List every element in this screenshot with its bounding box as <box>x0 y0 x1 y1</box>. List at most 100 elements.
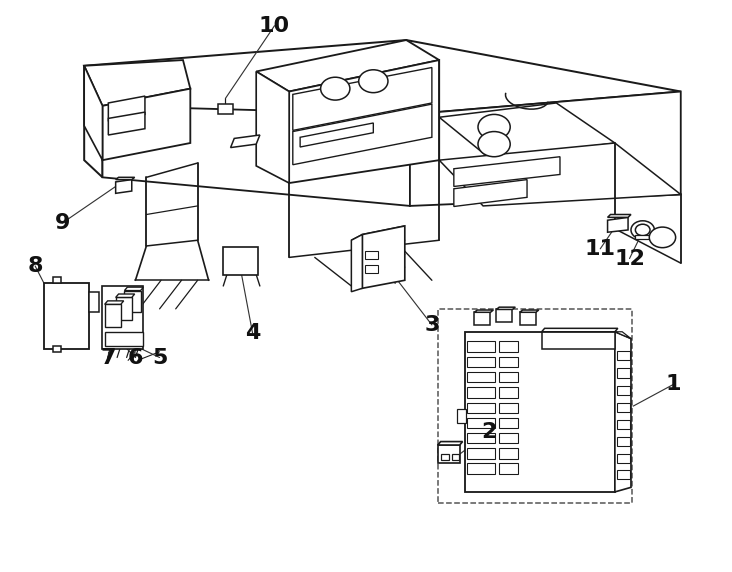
Text: 10: 10 <box>259 16 290 35</box>
Text: 4: 4 <box>244 323 261 343</box>
Circle shape <box>478 114 510 140</box>
Polygon shape <box>542 332 615 349</box>
Polygon shape <box>89 292 99 312</box>
Bar <box>467 372 495 382</box>
Polygon shape <box>608 217 628 232</box>
Bar <box>218 104 233 114</box>
Polygon shape <box>84 60 190 106</box>
Polygon shape <box>105 332 143 346</box>
Circle shape <box>359 70 388 93</box>
Polygon shape <box>102 89 190 160</box>
Bar <box>499 387 518 398</box>
Polygon shape <box>362 226 405 288</box>
Circle shape <box>635 224 650 236</box>
Polygon shape <box>454 157 560 186</box>
Bar <box>617 437 630 446</box>
Polygon shape <box>102 286 143 349</box>
Text: 11: 11 <box>585 239 616 259</box>
Polygon shape <box>105 304 121 327</box>
Circle shape <box>321 77 350 100</box>
Polygon shape <box>615 332 631 339</box>
Polygon shape <box>108 112 145 135</box>
Bar <box>499 433 518 443</box>
Polygon shape <box>293 67 432 130</box>
Text: 1: 1 <box>665 375 681 394</box>
Bar <box>499 403 518 413</box>
Polygon shape <box>496 307 515 309</box>
Text: 9: 9 <box>54 213 70 233</box>
Polygon shape <box>410 92 681 206</box>
Bar <box>499 372 518 382</box>
Bar <box>458 409 466 423</box>
Bar <box>441 454 449 460</box>
Polygon shape <box>108 96 145 121</box>
Polygon shape <box>465 332 615 492</box>
Circle shape <box>649 227 676 248</box>
Bar <box>499 463 518 474</box>
Bar <box>617 470 630 479</box>
Bar <box>617 386 630 395</box>
Polygon shape <box>615 332 631 492</box>
Polygon shape <box>256 72 289 183</box>
Text: 8: 8 <box>27 256 43 276</box>
Bar <box>467 387 495 398</box>
Polygon shape <box>116 180 132 193</box>
Polygon shape <box>84 66 102 160</box>
Text: 3: 3 <box>424 315 440 335</box>
Polygon shape <box>124 287 143 291</box>
Bar <box>617 368 630 378</box>
Polygon shape <box>351 235 362 292</box>
Bar <box>365 265 378 273</box>
Text: 2: 2 <box>481 422 497 442</box>
Bar <box>467 463 495 474</box>
Circle shape <box>631 221 654 239</box>
Bar <box>438 309 632 503</box>
Polygon shape <box>520 310 539 312</box>
Bar <box>499 357 518 367</box>
Text: 5: 5 <box>152 348 168 367</box>
Polygon shape <box>300 123 373 147</box>
Bar <box>617 403 630 412</box>
Polygon shape <box>608 214 631 217</box>
Polygon shape <box>293 104 432 165</box>
Polygon shape <box>439 143 681 206</box>
Polygon shape <box>231 135 260 148</box>
Polygon shape <box>289 60 439 183</box>
Bar <box>499 448 518 459</box>
Polygon shape <box>351 226 405 240</box>
Polygon shape <box>102 106 410 206</box>
Polygon shape <box>438 445 460 463</box>
Polygon shape <box>438 442 463 445</box>
Polygon shape <box>474 310 493 312</box>
Bar <box>467 433 495 443</box>
Polygon shape <box>496 309 512 322</box>
Bar <box>467 403 495 413</box>
Bar <box>499 418 518 428</box>
Polygon shape <box>256 40 439 92</box>
Bar <box>467 341 495 352</box>
Text: 12: 12 <box>614 249 645 268</box>
Text: 6: 6 <box>127 348 143 367</box>
Polygon shape <box>124 291 141 312</box>
Polygon shape <box>439 103 615 159</box>
Polygon shape <box>105 301 124 304</box>
Polygon shape <box>454 180 527 206</box>
Polygon shape <box>84 40 681 120</box>
Bar <box>617 454 630 463</box>
Bar <box>365 251 378 259</box>
Polygon shape <box>84 66 102 177</box>
Bar <box>467 418 495 428</box>
Bar <box>467 448 495 459</box>
Text: 7: 7 <box>100 348 116 367</box>
Bar <box>617 420 630 429</box>
Bar <box>53 277 61 283</box>
Bar <box>223 247 258 275</box>
Polygon shape <box>116 177 135 180</box>
Bar <box>53 346 61 352</box>
Bar <box>499 341 518 352</box>
Polygon shape <box>542 328 618 332</box>
Bar <box>452 454 459 460</box>
Polygon shape <box>116 297 132 320</box>
Bar <box>617 351 630 360</box>
Polygon shape <box>116 294 135 297</box>
